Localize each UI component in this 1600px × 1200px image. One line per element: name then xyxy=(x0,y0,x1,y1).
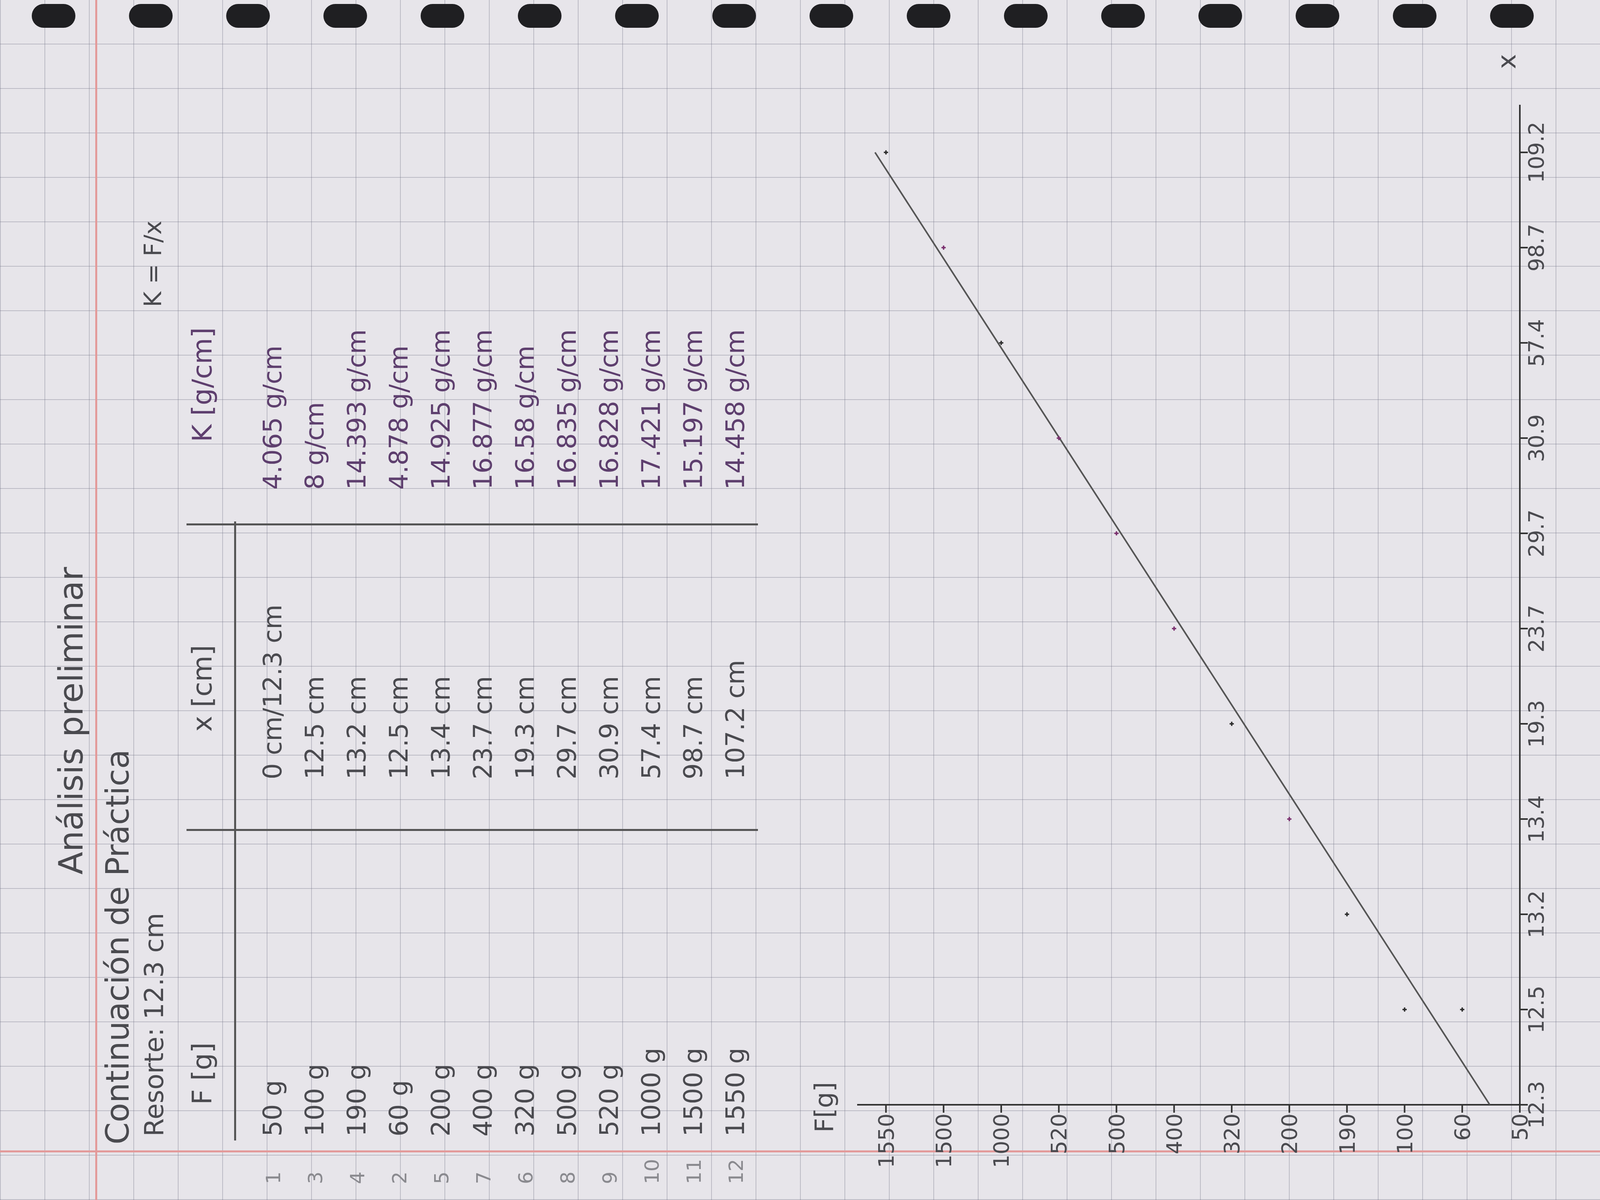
html-text:400 g: 400 g xyxy=(468,1063,498,1137)
html-text:2: 2 xyxy=(388,1171,412,1185)
html-text:8 g/cm: 8 g/cm xyxy=(300,402,330,490)
svg-text:12.5: 12.5 xyxy=(1523,985,1549,1034)
html-text:11: 11 xyxy=(682,1158,706,1185)
svg-text:29.7: 29.7 xyxy=(1523,509,1549,558)
html-text:Resorte: 12.3 cm: Resorte: 12.3 cm xyxy=(138,912,170,1137)
html-text:23.7 cm: 23.7 cm xyxy=(468,676,498,780)
html-text:x: x xyxy=(1492,54,1522,70)
html-text:16.835 g/cm: 16.835 g/cm xyxy=(552,329,582,490)
html-text:3: 3 xyxy=(303,1171,327,1185)
svg-text:520: 520 xyxy=(1046,1113,1072,1155)
html-text:520 g: 520 g xyxy=(594,1063,624,1137)
svg-text:1500: 1500 xyxy=(931,1113,957,1168)
html-text:29.7 cm: 29.7 cm xyxy=(552,676,582,780)
html-text:9: 9 xyxy=(598,1171,622,1185)
svg-text:98.7: 98.7 xyxy=(1523,223,1549,272)
svg-text:200: 200 xyxy=(1276,1113,1302,1155)
html-text:190 g: 190 g xyxy=(342,1063,372,1137)
html-text:14.925 g/cm: 14.925 g/cm xyxy=(426,329,456,490)
svg-text:23.7: 23.7 xyxy=(1523,604,1549,653)
html-text:Continuación de Práctica: Continuación de Práctica xyxy=(99,749,137,1145)
svg-text:57.4: 57.4 xyxy=(1523,319,1549,367)
svg-text:190: 190 xyxy=(1334,1113,1360,1155)
html-text:500 g: 500 g xyxy=(552,1063,582,1137)
html-text:16.877 g/cm: 16.877 g/cm xyxy=(468,329,498,490)
html-text:98.7 cm: 98.7 cm xyxy=(678,676,708,780)
html-text:16.58 g/cm: 16.58 g/cm xyxy=(510,345,540,490)
svg-text:1000: 1000 xyxy=(988,1113,1014,1168)
svg-text:400: 400 xyxy=(1161,1113,1187,1155)
html-text:K = F/x: K = F/x xyxy=(138,220,167,308)
html-text:4: 4 xyxy=(346,1171,370,1185)
html-text:12.5 cm: 12.5 cm xyxy=(384,676,414,780)
svg-text:1550: 1550 xyxy=(873,1113,899,1168)
html-text:8: 8 xyxy=(556,1171,580,1185)
html-text:14.393 g/cm: 14.393 g/cm xyxy=(342,329,372,490)
svg-text:320: 320 xyxy=(1219,1113,1245,1155)
html-text:x [cm]: x [cm] xyxy=(186,645,218,732)
svg-text:12.3: 12.3 xyxy=(1523,1080,1549,1129)
html-text:16.828 g/cm: 16.828 g/cm xyxy=(594,329,624,490)
svg-text:13.4: 13.4 xyxy=(1523,795,1549,843)
html-text:13.4 cm: 13.4 cm xyxy=(426,676,456,780)
html-text:13.2 cm: 13.2 cm xyxy=(342,676,372,780)
html-text:200 g: 200 g xyxy=(426,1063,456,1137)
html-text:4.065 g/cm: 4.065 g/cm xyxy=(257,345,288,490)
svg-text:109.2: 109.2 xyxy=(1523,121,1549,184)
html-text:30.9 cm: 30.9 cm xyxy=(594,676,624,780)
html-text:57.4 cm: 57.4 cm xyxy=(636,676,666,780)
html-text:1550 g: 1550 g xyxy=(720,1047,750,1137)
html-text:7: 7 xyxy=(472,1171,496,1185)
html-text:1: 1 xyxy=(261,1171,285,1185)
svg-text:50: 50 xyxy=(1507,1113,1533,1141)
html-text:Análisis preliminar: Análisis preliminar xyxy=(51,566,91,875)
html-text:107.2 cm: 107.2 cm xyxy=(720,659,750,780)
svg-text:19.3: 19.3 xyxy=(1523,700,1549,748)
html-text:1500 g: 1500 g xyxy=(678,1047,708,1137)
html-text:F[g]: F[g] xyxy=(809,1081,839,1133)
html-text:1000 g: 1000 g xyxy=(636,1047,666,1137)
html-text:100 g: 100 g xyxy=(300,1063,330,1137)
html-text:14.458 g/cm: 14.458 g/cm xyxy=(720,329,750,490)
html-text:12.5 cm: 12.5 cm xyxy=(300,676,330,780)
html-text:F [g]: F [g] xyxy=(186,1042,218,1105)
html-text:50 g: 50 g xyxy=(257,1080,288,1137)
html-text:12: 12 xyxy=(724,1158,748,1185)
html-text:17.421 g/cm: 17.421 g/cm xyxy=(636,329,666,490)
html-text:19.3 cm: 19.3 cm xyxy=(510,676,540,780)
html-text:320 g: 320 g xyxy=(510,1063,540,1137)
svg-text:500: 500 xyxy=(1104,1113,1130,1155)
svg-text:60: 60 xyxy=(1450,1113,1475,1141)
html-text:10: 10 xyxy=(640,1158,664,1185)
html-text:4.878 g/cm: 4.878 g/cm xyxy=(384,345,414,490)
svg-text:13.2: 13.2 xyxy=(1523,890,1549,939)
html-text:15.197 g/cm: 15.197 g/cm xyxy=(678,329,708,490)
html-text:5: 5 xyxy=(430,1171,454,1185)
html-text:0 cm/12.3 cm: 0 cm/12.3 cm xyxy=(257,604,288,780)
html-text:6: 6 xyxy=(514,1171,538,1185)
svg-text:100: 100 xyxy=(1392,1113,1418,1155)
svg-text:30.9: 30.9 xyxy=(1523,414,1549,462)
html-text:60 g: 60 g xyxy=(384,1080,414,1137)
html-text:K [g/cm]: K [g/cm] xyxy=(186,327,218,443)
